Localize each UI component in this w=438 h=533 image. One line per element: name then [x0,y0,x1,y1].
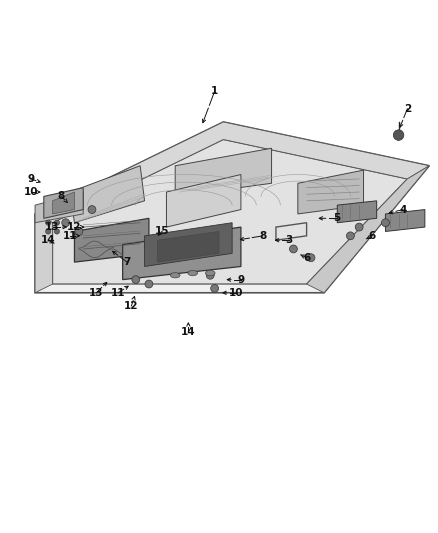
Text: 12: 12 [67,222,82,232]
Polygon shape [158,231,219,262]
Polygon shape [35,122,429,293]
Circle shape [75,228,83,236]
Text: 9: 9 [27,174,34,184]
Polygon shape [53,140,407,284]
Text: 10: 10 [23,187,38,197]
Circle shape [393,130,404,140]
Polygon shape [337,201,377,223]
Text: 11: 11 [111,288,126,298]
Polygon shape [44,188,83,219]
Polygon shape [175,148,272,197]
Text: 12: 12 [124,301,139,311]
Circle shape [211,285,219,292]
Text: 6: 6 [303,253,310,263]
Polygon shape [74,219,149,262]
Circle shape [206,271,214,279]
Circle shape [346,232,354,240]
Polygon shape [35,192,83,223]
Polygon shape [70,166,145,223]
Polygon shape [35,214,53,293]
Polygon shape [123,227,241,280]
Polygon shape [298,170,364,214]
Ellipse shape [188,270,198,276]
Circle shape [62,219,70,227]
Text: 3: 3 [286,235,293,245]
Text: 1: 1 [211,86,218,96]
Text: 14: 14 [41,235,56,245]
Circle shape [88,206,96,214]
Circle shape [290,245,297,253]
Text: 13: 13 [45,222,60,232]
Circle shape [355,223,363,231]
Text: 2: 2 [404,104,411,114]
Text: 15: 15 [155,227,170,237]
Ellipse shape [205,270,215,276]
Circle shape [46,229,51,234]
Text: 6: 6 [369,231,376,241]
Circle shape [132,276,140,284]
Polygon shape [145,223,232,266]
Text: 9: 9 [237,274,244,285]
Text: 14: 14 [181,327,196,337]
Text: 5: 5 [334,213,341,223]
Circle shape [381,219,389,227]
Circle shape [145,280,153,288]
Text: 8: 8 [58,191,65,201]
Circle shape [54,220,60,225]
Text: 4: 4 [399,205,406,215]
Text: 11: 11 [63,231,78,241]
Text: 13: 13 [89,288,104,298]
Polygon shape [307,166,429,293]
Text: 10: 10 [229,288,244,298]
Text: 8: 8 [259,231,266,241]
Ellipse shape [170,273,180,278]
Polygon shape [166,174,241,227]
Text: 7: 7 [124,257,131,267]
Circle shape [46,220,51,225]
Polygon shape [53,192,74,214]
Circle shape [307,254,315,262]
Polygon shape [35,122,429,223]
Circle shape [54,229,60,234]
Polygon shape [385,209,425,231]
